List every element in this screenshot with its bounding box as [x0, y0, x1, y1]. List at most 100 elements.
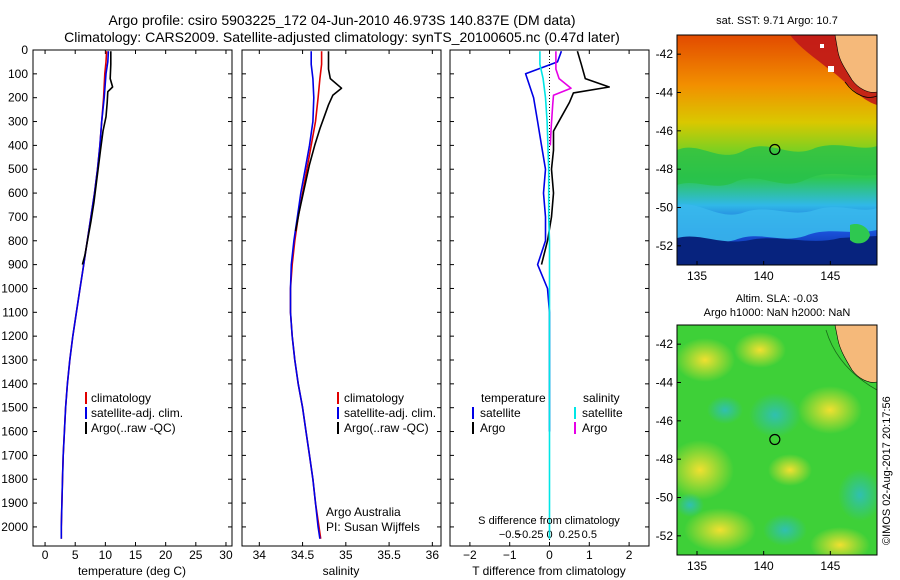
x-tick-label: 34 — [253, 548, 267, 562]
legend-s-satellite-label: satellite — [582, 406, 623, 420]
depth-tick-label: 1100 — [2, 305, 28, 319]
depth-tick-label: 2000 — [1, 520, 28, 534]
temperature-axes — [32, 49, 233, 547]
map-x-tick-label: 140 — [754, 269, 774, 283]
map-y-tick-label: -48 — [656, 452, 674, 466]
depth-tick-label: 300 — [8, 115, 28, 129]
depth-tick-label: 1400 — [1, 377, 28, 391]
series-line-temperature-argo — [540, 50, 611, 265]
depth-tick-label: 500 — [8, 162, 28, 176]
legend-t-satellite-label: satellite — [480, 406, 521, 420]
map-y-tick-label: -52 — [656, 529, 674, 543]
temperature-panel: 0 5 10 15 20 25 30 — [33, 49, 233, 562]
map-x-tick-label: 135 — [687, 559, 707, 573]
legend-climatology-label: climatology — [91, 391, 151, 405]
salinity-axes — [241, 49, 442, 547]
depth-tick-label: 400 — [8, 138, 28, 152]
map-y-tick-label: -42 — [656, 47, 674, 61]
timestamp: ©IMOS 02-Aug-2017 20:17:56 — [881, 396, 893, 545]
title-line-1: Argo profile: csiro 5903225_172 04-Jun-2… — [109, 12, 576, 28]
x-tick-label: 25 — [189, 548, 203, 562]
depth-tick-label: 0 — [21, 43, 28, 57]
legend-argo-label: Argo(..raw -QC) — [91, 421, 176, 435]
x-tick-label: 1 — [586, 548, 593, 562]
x-tick-label: 0 — [546, 548, 553, 562]
map-x-tick-label: 140 — [754, 559, 774, 573]
depth-tick-label: 1900 — [1, 496, 28, 510]
difference-panel: −2 −1 0 1 2−0.5−0.25 0 0.25 0.5 — [450, 49, 649, 562]
series-line-salinity-argo — [549, 51, 572, 146]
title-line-2: Climatology: CARS2009. Satellite-adjuste… — [64, 29, 620, 45]
x2-tick-label: −0.25 — [516, 529, 544, 541]
series-line-argo-raw-qc- — [294, 51, 343, 232]
series-line-temperature-satellite — [524, 50, 563, 432]
map-y-tick-label: -52 — [656, 239, 674, 253]
pi-text: PI: Susan Wijffels — [326, 520, 420, 534]
x-tick-label: 5 — [72, 548, 79, 562]
difference-legend: temperature salinity satellite Argo sate… — [472, 391, 623, 435]
sst-map-image — [677, 35, 877, 265]
x-tick-label: 30 — [219, 548, 233, 562]
temperature-legend: climatology satellite-adj. clim. Argo(..… — [85, 391, 183, 435]
map-x-tick-label: 145 — [820, 559, 840, 573]
x2-tick-label: 0.25 — [559, 529, 580, 541]
sla-map-image — [677, 325, 877, 555]
legend-argo-label: Argo(..raw -QC) — [344, 421, 429, 435]
depth-tick-label: 200 — [8, 91, 28, 105]
depth-tick-label: 1800 — [1, 472, 28, 486]
salinity-legend: climatology satellite-adj. clim. Argo(..… — [326, 391, 436, 534]
depth-tick-label: 1500 — [1, 401, 28, 415]
depth-tick-label: 900 — [8, 258, 28, 272]
legend-climatology-label: climatology — [344, 391, 404, 405]
depth-tick-label: 700 — [8, 210, 28, 224]
x-tick-label: 15 — [129, 548, 143, 562]
float-marker — [769, 143, 781, 156]
sla-map-frame — [676, 324, 878, 556]
legend-satellite-label: satellite-adj. clim. — [344, 406, 436, 420]
map-y-tick-label: -46 — [656, 414, 674, 428]
map-y-tick-label: -50 — [656, 201, 674, 215]
float-markers — [769, 143, 781, 446]
legend-satellite-label: satellite-adj. clim. — [91, 406, 183, 420]
x-tick-label: 2 — [626, 548, 633, 562]
x-tick-label: 36 — [426, 548, 440, 562]
salinity-panel: 34 34.5 35 35.5 36 — [242, 49, 441, 562]
sla-map-ticks: 135 140 145 -42 -44 -46 -48 -50 -52 — [656, 337, 841, 573]
depth-tick-label: 1200 — [1, 329, 28, 343]
salinity-xlabel: salinity — [323, 564, 360, 578]
difference-xlabel: T difference from climatology — [472, 564, 626, 578]
series-line-climatology — [289, 51, 323, 539]
depth-tick-labels: 0 100 200 300 400 500 600 700 800 900 1000 1100 1200… — [1, 43, 28, 534]
sst-map-title: sat. SST: 9.71 Argo: 10.7 — [716, 15, 838, 27]
series-line-argo-raw-qc- — [81, 51, 114, 265]
series-line-satellite-adj-clim- — [60, 51, 110, 539]
legend-t-argo-label: Argo — [480, 421, 506, 435]
depth-tick-label: 1600 — [1, 425, 28, 439]
sla-map-title-1: Altim. SLA: -0.03 — [736, 293, 819, 305]
map-y-tick-label: -44 — [656, 376, 674, 390]
sst-map-ticks: 135 140 145 -42 -44 -46 -48 -50 -52 — [656, 47, 841, 283]
legend-s-argo-label: Argo — [582, 421, 608, 435]
series-line-climatology — [60, 51, 108, 539]
x-tick-label: −2 — [463, 548, 477, 562]
series-line-satellite-adj-clim- — [289, 51, 321, 539]
credit-text: Argo Australia — [326, 505, 401, 519]
map-y-tick-label: -46 — [656, 124, 674, 138]
map-x-tick-label: 135 — [687, 269, 707, 283]
x-tick-label: −1 — [503, 548, 517, 562]
map-y-tick-label: -42 — [656, 337, 674, 351]
x-tick-label: 10 — [99, 548, 113, 562]
x2-tick-label: −0.5 — [499, 529, 521, 541]
map-x-tick-label: 145 — [820, 269, 840, 283]
series-line-salinity-satellite — [539, 51, 551, 539]
x-tick-label: 34.5 — [291, 548, 315, 562]
legend-temperature-header: temperature — [481, 391, 546, 405]
legend-salinity-header: salinity — [583, 391, 620, 405]
depth-tick-label: 600 — [8, 186, 28, 200]
depth-tick-label: 100 — [8, 67, 28, 81]
temperature-xlabel: temperature (deg C) — [78, 564, 186, 578]
float-marker — [769, 433, 781, 446]
depth-tick-label: 1000 — [1, 281, 28, 295]
map-y-tick-label: -50 — [656, 491, 674, 505]
